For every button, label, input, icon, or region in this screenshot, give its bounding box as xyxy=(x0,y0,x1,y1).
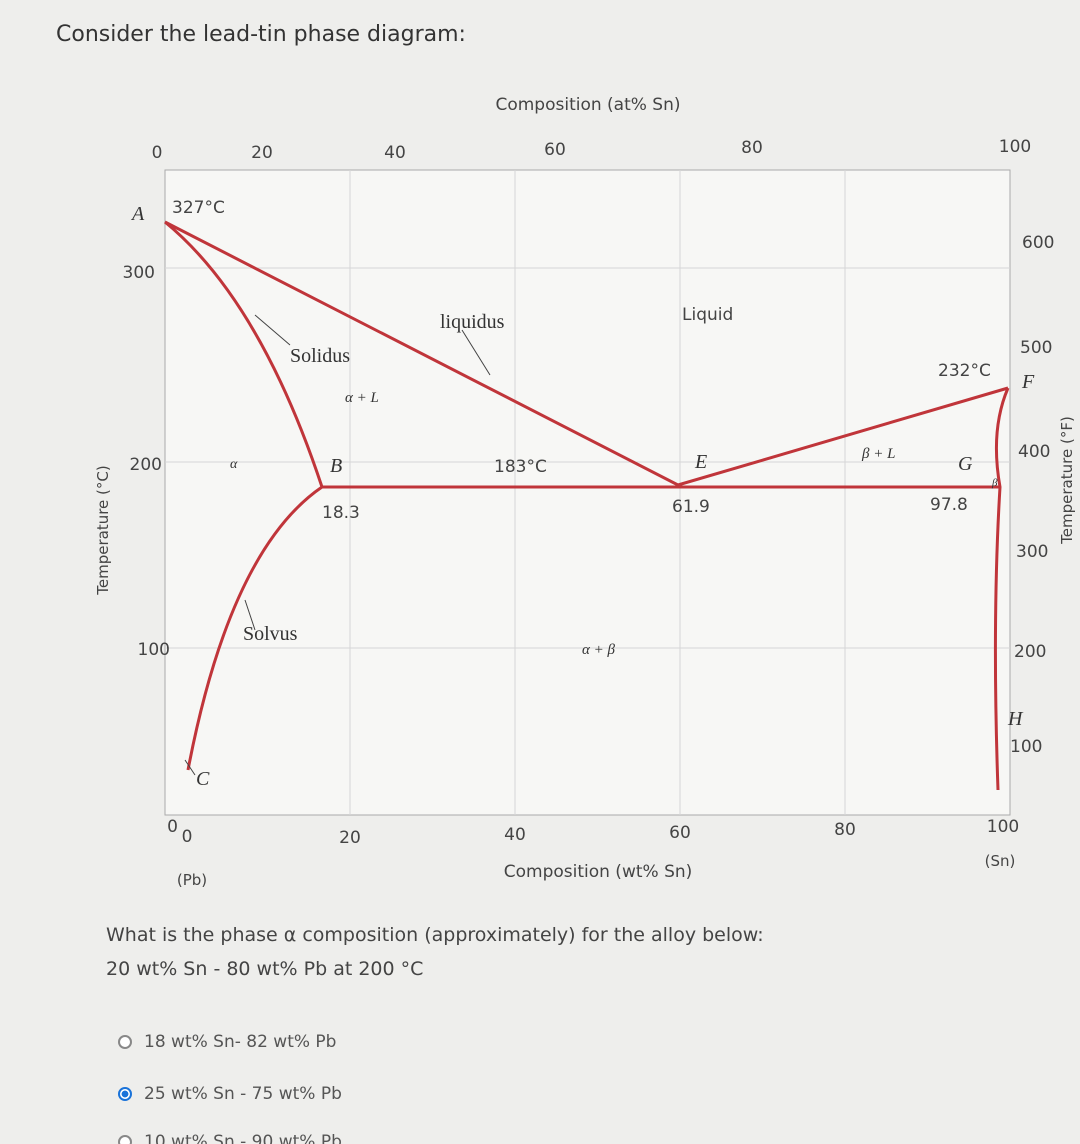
prompt: Consider the lead-tin phase diagram: xyxy=(56,22,466,47)
bottom-axis-title: Composition (wt% Sn) xyxy=(504,862,693,882)
right-tick: 100 xyxy=(1010,737,1042,757)
point-label: B xyxy=(330,455,342,477)
top-tick: 60 xyxy=(544,140,566,160)
region-label: α + β xyxy=(582,642,615,658)
radio[interactable] xyxy=(118,1087,132,1101)
top-tick: 40 xyxy=(384,143,406,163)
left-tick: 200 xyxy=(130,455,162,475)
option-label[interactable]: 18 wt% Sn- 82 wt% Pb xyxy=(144,1032,337,1052)
region-label: β xyxy=(991,477,998,489)
phase-diagram: Composition (at% Sn) 0 20 40 60 80 100 T… xyxy=(94,95,1076,889)
pb-label: (Pb) xyxy=(177,871,207,889)
right-tick: 300 xyxy=(1016,542,1048,562)
region-label: α xyxy=(230,457,238,472)
left-tick: 100 xyxy=(138,640,170,660)
region-label: Solvus xyxy=(243,623,298,645)
top-axis-title: Composition (at% Sn) xyxy=(495,95,680,115)
option[interactable]: 18 wt% Sn- 82 wt% Pb xyxy=(118,1032,336,1052)
region-label: liquidus xyxy=(440,311,505,333)
top-tick: 100 xyxy=(999,137,1031,157)
left-axis-title: Temperature (°C) xyxy=(94,465,112,595)
option-label[interactable]: 25 wt% Sn - 75 wt% Pb xyxy=(144,1084,342,1104)
phase-boundaries xyxy=(164,220,1010,791)
plot-area xyxy=(164,169,1011,816)
point-value: 18.3 xyxy=(322,503,360,523)
point-label: E xyxy=(694,451,707,473)
bottom-tick: 0 xyxy=(182,827,193,847)
bottom-tick: 100 xyxy=(987,817,1019,837)
point-value: 97.8 xyxy=(930,495,968,515)
point-value: 61.9 xyxy=(672,497,710,517)
top-tick: 80 xyxy=(741,138,763,158)
point-label: C xyxy=(196,768,210,790)
right-tick: 500 xyxy=(1020,338,1052,358)
right-tick: 200 xyxy=(1014,642,1046,662)
bottom-tick: 80 xyxy=(834,820,856,840)
point-value: 183°C xyxy=(494,457,547,477)
point-value: 327°C xyxy=(172,198,225,218)
point-value: 232°C xyxy=(938,361,991,381)
region-label: β + L xyxy=(861,446,895,462)
question-alloy: 20 wt% Sn - 80 wt% Pb at 200 °C xyxy=(106,958,424,980)
sn-label: (Sn) xyxy=(985,852,1016,870)
question-text: What is the phase α composition (approxi… xyxy=(106,924,764,946)
radio[interactable] xyxy=(118,1035,132,1049)
top-tick: 20 xyxy=(251,143,273,163)
bottom-tick: 20 xyxy=(339,828,361,848)
region-label: Liquid xyxy=(682,305,733,325)
right-tick: 600 xyxy=(1022,233,1054,253)
region-label: Solidus xyxy=(290,345,350,367)
top-tick: 0 xyxy=(152,143,163,163)
radio[interactable] xyxy=(118,1135,132,1144)
left-tick: 300 xyxy=(123,263,155,283)
left-tick: 0 xyxy=(167,817,178,837)
right-axis-title: Temperature (°F) xyxy=(1058,416,1076,545)
option[interactable]: 25 wt% Sn - 75 wt% Pb xyxy=(118,1084,342,1104)
point-label: G xyxy=(958,453,973,475)
grid xyxy=(165,170,1010,815)
point-label: H xyxy=(1007,708,1024,730)
right-tick: 400 xyxy=(1018,442,1050,462)
option-label[interactable]: 10 wt% Sn - 90 wt% Pb xyxy=(144,1132,342,1144)
region-label: α + L xyxy=(345,390,379,406)
point-label: F xyxy=(1021,371,1035,393)
bottom-tick: 60 xyxy=(669,823,691,843)
point-label: A xyxy=(130,203,145,225)
option[interactable]: 10 wt% Sn - 90 wt% Pb xyxy=(118,1132,342,1144)
bottom-tick: 40 xyxy=(504,825,526,845)
